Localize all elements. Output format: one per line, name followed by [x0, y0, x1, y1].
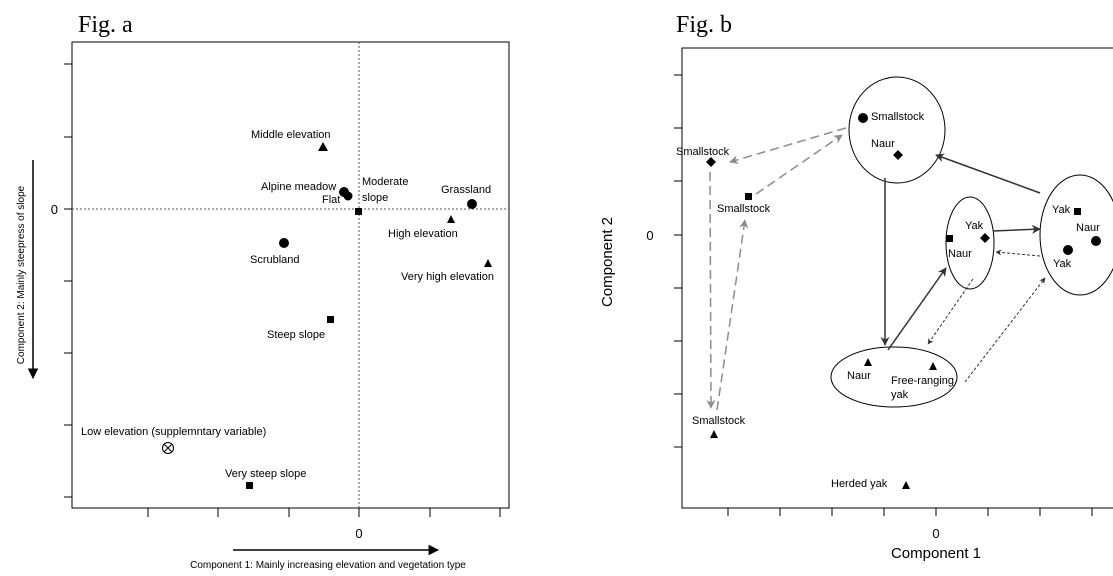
fig-b-frame — [681, 47, 1113, 509]
fig-b-label-smallstock: Smallstock — [676, 146, 730, 158]
fig-b-cluster-ellipse — [945, 196, 995, 290]
fig-b-cluster-ellipse — [1039, 174, 1113, 296]
fig-b-point-yak-circle — [1063, 245, 1073, 255]
fig-b-arrow-gray — [729, 127, 847, 165]
fig-b-label-herded-yak: Herded yak — [831, 478, 888, 490]
fig-b-point-free-ranging-yak — [929, 362, 937, 370]
fig-a-label-very-high-elevation: Very high elevation — [401, 271, 494, 283]
fig-b-label-yak: Yak — [965, 220, 984, 232]
fig-a-y-axis-label: Component 2: Mainly steepress of slope — [16, 185, 27, 364]
fig-b-arrow-gray — [706, 171, 716, 409]
fig-a-label-grassland: Grassland — [441, 184, 491, 196]
fig-a-label-slope-word: slope — [362, 192, 388, 204]
fig-b-point-smallstock-triangle — [710, 430, 718, 438]
fig-a-label-moderate-slope: Moderate slope — [362, 176, 408, 204]
fig-b-arrow-dotted — [964, 277, 1046, 383]
fig-b-point-yak-square — [1074, 208, 1081, 215]
fig-a-label-low-elevation: Low elevation (supplemntary variable) — [81, 426, 266, 438]
fig-b-y-tick-label: 0 — [646, 228, 653, 243]
fig-b-arrow-solid — [935, 153, 1041, 194]
fig-a-point-high-elevation — [447, 215, 455, 223]
fig-b-arrow-solid — [887, 267, 947, 351]
fig-b: Fig. b 0 0 Component 1 Component 2 — [599, 12, 1113, 562]
fig-b-arrow-gray — [755, 134, 843, 195]
fig-b-label-free-ranging-yak: Free-ranging yak — [891, 375, 954, 401]
fig-a-label-flat: Flat — [322, 194, 340, 206]
fig-a-x-axis-label: Component 1: Mainly increasing elevation… — [190, 560, 466, 571]
fig-b-point-smallstock-square — [745, 193, 752, 200]
fig-a-label-alpine-meadow: Alpine meadow — [261, 181, 336, 193]
fig-a-point-very-high-elevation — [484, 259, 492, 267]
fig-a-point-middle-elevation — [318, 142, 328, 151]
fig-b-x-axis-label: Component 1 — [891, 545, 981, 562]
fig-b-point-yak-diamond — [980, 233, 990, 243]
fig-a-label-scrubland: Scrubland — [250, 254, 300, 266]
fig-b-point-smallstock-diamond — [706, 157, 716, 167]
fig-a-point-low-elevation — [162, 442, 174, 454]
fig-a-title: Fig. a — [78, 12, 133, 38]
fig-b-point-naur-diamond — [893, 150, 903, 160]
fig-b-arrow-dotted — [995, 249, 1041, 257]
fig-a-label-middle-elevation: Middle elevation — [251, 129, 331, 141]
fig-b-title: Fig. b — [676, 12, 732, 38]
fig-a-x-tick-label: 0 — [355, 526, 362, 541]
fig-b-label-smallstock: Smallstock — [717, 203, 771, 215]
fig-b-cluster-ellipse — [830, 346, 958, 408]
fig-b-arrow-dotted — [927, 278, 974, 345]
fig-a-y-tick-label: 0 — [51, 202, 58, 217]
fig-b-label-yak-word: yak — [891, 389, 909, 401]
fig-b-arrow-solid — [992, 224, 1041, 234]
fig-b-point-herded-yak — [902, 481, 910, 489]
fig-a: Fig. a 0 0 Component 1: Mainly increasin… — [16, 12, 510, 571]
fig-b-x-tick-label: 0 — [932, 526, 939, 541]
fig-b-point-smallstock-circle — [858, 113, 868, 123]
fig-b-y-axis-label: Component 2 — [599, 217, 616, 307]
fig-b-label-smallstock: Smallstock — [871, 111, 925, 123]
fig-b-label-yak: Yak — [1052, 204, 1071, 216]
fig-a-point-flat — [343, 191, 353, 201]
fig-a-point-moderate-slope — [355, 208, 362, 215]
fig-a-label-moderate-word: Moderate — [362, 176, 408, 188]
fig-a-label-high-elevation: High elevation — [388, 228, 458, 240]
fig-b-cluster-ellipse — [848, 76, 946, 184]
fig-a-point-scrubland — [279, 238, 289, 248]
fig-b-label-naur: Naur — [847, 370, 871, 382]
fig-a-label-very-steep-slope: Very steep slope — [225, 468, 306, 480]
fig-b-label-yak: Yak — [1053, 258, 1072, 270]
fig-b-point-naur-triangle — [864, 358, 872, 366]
fig-a-point-very-steep-slope — [246, 482, 253, 489]
fig-b-label-naur: Naur — [871, 138, 895, 150]
fig-a-label-steep-slope: Steep slope — [267, 329, 325, 341]
fig-b-arrow-gray — [716, 219, 749, 411]
fig-a-point-steep-slope — [327, 316, 334, 323]
fig-a-point-grassland — [467, 199, 477, 209]
fig-b-label-naur: Naur — [1076, 222, 1100, 234]
fig-b-point-naur-circle — [1091, 236, 1101, 246]
fig-b-point-naur-square — [946, 235, 953, 242]
fig-a-frame — [71, 41, 510, 509]
fig-b-label-free-ranging-word: Free-ranging — [891, 375, 954, 387]
fig-b-label-naur: Naur — [948, 248, 972, 260]
fig-b-label-smallstock: Smallstock — [692, 415, 746, 427]
